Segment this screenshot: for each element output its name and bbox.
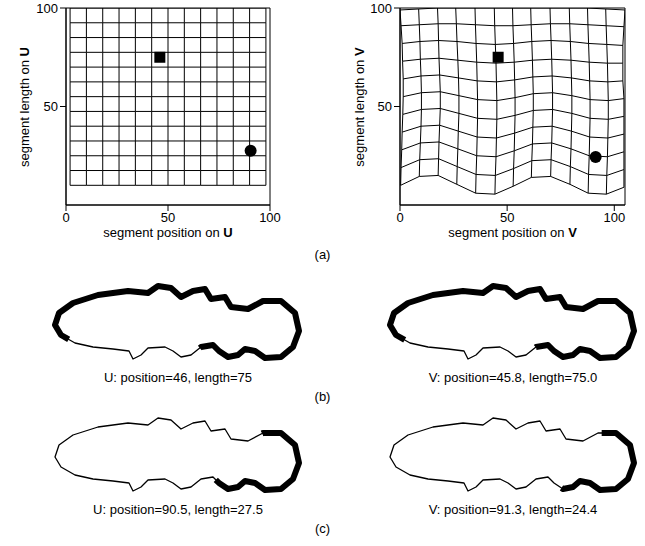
svg-text:50: 50 <box>500 210 514 225</box>
html-text:(b): (b) <box>314 389 331 404</box>
svg-text:0: 0 <box>396 210 403 225</box>
html-text:U: U <box>16 46 31 56</box>
svg-text:50: 50 <box>44 99 58 114</box>
html-text:(c): (c) <box>314 521 331 536</box>
svg-text:50: 50 <box>378 99 392 114</box>
html-text:segment length on: segment length on <box>351 55 366 167</box>
html-text:V: position=91.3, length=24.4: V: position=91.3, length=24.4 <box>428 502 598 517</box>
html-text:V: position=45.8, length=75.0: V: position=45.8, length=75.0 <box>428 370 598 385</box>
html-text:(a): (a) <box>314 247 331 262</box>
html-text:V: V <box>351 46 366 56</box>
svg-text:100: 100 <box>259 210 281 225</box>
svg-text:100: 100 <box>370 1 392 16</box>
html-text:segment length on: segment length on <box>16 55 31 167</box>
html-text:segment position on U: segment position on U <box>103 225 233 240</box>
svg-text:0: 0 <box>62 210 69 225</box>
svg-text:50: 50 <box>161 210 175 225</box>
svg-text:100: 100 <box>603 210 625 225</box>
html-text:segment position on V: segment position on V <box>448 225 577 240</box>
html-text:U: position=90.5, length=27.5: U: position=90.5, length=27.5 <box>93 502 263 517</box>
html-text:U: position=46, length=75: U: position=46, length=75 <box>103 370 253 385</box>
svg-text:100: 100 <box>36 1 58 16</box>
